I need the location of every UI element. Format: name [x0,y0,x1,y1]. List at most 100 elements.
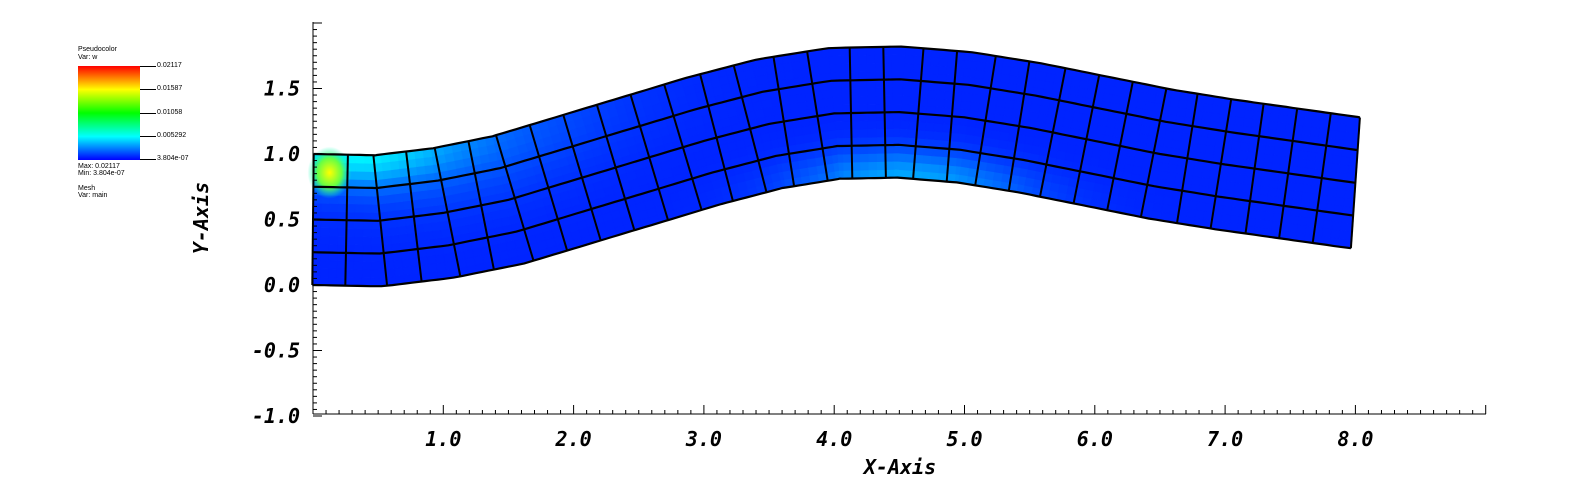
mesh-cell-fill [868,169,878,179]
color-bar-label: 0.02117 [157,62,182,69]
mesh-cell-fill [1234,116,1245,127]
mesh-cell-fill [1254,218,1265,229]
mesh-cell-fill [867,120,877,130]
mesh-column-line [1039,68,1067,197]
mesh-cell-fill [885,152,895,162]
mesh-cell-fill [936,90,946,100]
mesh-cell-fill [842,104,852,114]
mesh-cell-fill [321,202,331,213]
x-tick-label: 8.0 [1337,427,1373,451]
mesh-cell-fill [892,111,902,121]
mesh-cell-fill [419,197,431,208]
mesh-cell-fill [883,54,893,64]
mesh-cell-fill [883,62,893,72]
mesh-column-line [945,50,959,182]
ticks [313,22,1487,417]
y-tick-label: 1.0 [264,142,300,166]
mesh-cell-fill [1222,205,1233,216]
mesh-cell-fill [328,268,338,278]
mesh-cell-fill [1259,185,1270,196]
mesh-cell-fill [927,89,938,99]
mesh-cell-fill [354,228,364,238]
mesh-cell-fill [1169,97,1180,108]
mesh-cell-fill [419,189,430,200]
mesh-cell-fill [435,253,446,264]
mesh-cell-fill [1302,117,1314,128]
mesh-cell-fill [935,98,946,108]
mesh-cell-fill [393,192,404,203]
mesh-cell-fill [883,87,894,97]
mesh-cell-fill [849,63,859,73]
mesh-cell-fill [1203,102,1214,113]
mesh-cell-fill [397,225,408,236]
mesh-cell-fill [436,261,447,272]
mesh-cell-fill [884,128,894,138]
mesh-cell-fill [1263,219,1274,230]
mesh-cell-fill [1305,159,1316,170]
mesh-cell-fill [393,258,404,269]
mesh-cell-fill [859,136,869,146]
mesh-cell-fill [891,54,906,64]
mesh-cell-fill [851,161,861,171]
mesh-cell-fill [355,154,366,164]
mesh-cell-fill [1167,163,1178,174]
mesh-column-line [495,134,535,261]
mesh-cell-fill [389,160,400,171]
mesh-cell-fill [851,145,861,155]
mesh-cell-fill [1201,168,1212,179]
mesh-cell-fill [312,235,322,245]
mesh-cell-fill [312,268,321,278]
mesh-cell-fill [892,120,902,129]
mesh-cell-fill [851,153,861,163]
mesh-cell-fill [850,112,860,122]
mesh-cell-fill [1331,220,1342,231]
mesh-cell-fill [841,55,851,65]
mesh-cell-fill [850,87,860,98]
mesh-row-line [312,110,1356,222]
mesh-cell-fill [875,103,885,113]
mesh-cell-fill [362,261,372,271]
mesh-cell-fill [362,228,373,238]
mesh-cell-fill [933,122,944,133]
mesh-cell-fill [850,128,861,138]
mesh-cell-fill [1244,109,1255,120]
mesh-cell-fill [850,96,860,106]
mesh-cell-fill [337,252,347,262]
mesh-cell-fill [794,134,805,145]
mesh-column-line [732,65,768,193]
mesh-cell-fill [843,161,853,171]
x-tick-label: 7.0 [1207,427,1243,451]
mesh-cell-fill [842,129,852,139]
mesh-cell-fill [876,161,887,171]
mesh-cell-fill [1277,113,1288,124]
mesh-cell-fill [354,236,364,246]
mesh-cell-fill [960,100,972,111]
mesh-cell-fill [1301,125,1313,136]
mesh-cell-fill [370,244,385,254]
mesh-cell-fill [858,95,869,106]
mesh-cell-fill [1264,145,1276,156]
mesh-cell-fill [866,71,876,81]
mesh-cell-fill [841,63,851,73]
mesh-cell-fill [415,157,426,168]
mesh-cell-fill [1235,174,1246,185]
mesh-cell-fill [884,136,895,146]
mesh-cell-fill [892,95,903,105]
legend-mesh-name: Mesh [78,185,96,192]
mesh-cell-fill [858,63,868,73]
mesh-cell-fill [874,62,885,72]
x-tick-label: 2.0 [555,427,592,451]
mesh-cell-fill [355,170,365,180]
mesh-cell-fill [328,260,338,270]
mesh-cell-fill [1210,112,1221,123]
mesh-cell-fill [922,154,933,165]
mesh-cell-fill [320,227,331,237]
mesh-cell-fill [355,195,365,205]
mesh-cell-fill [1269,112,1280,123]
y-axis-title: Y-Axis [189,182,213,254]
mesh-cell-fill [903,62,915,73]
tick-labels: 1.0 2.0 3.0 4.0 5.0 6.0 7.0 8.0 -1.0 -0.… [189,77,1373,480]
mesh-cell-fill [1344,189,1356,200]
mesh-cell-fill [797,100,809,112]
mesh-cell-fill [866,87,877,97]
